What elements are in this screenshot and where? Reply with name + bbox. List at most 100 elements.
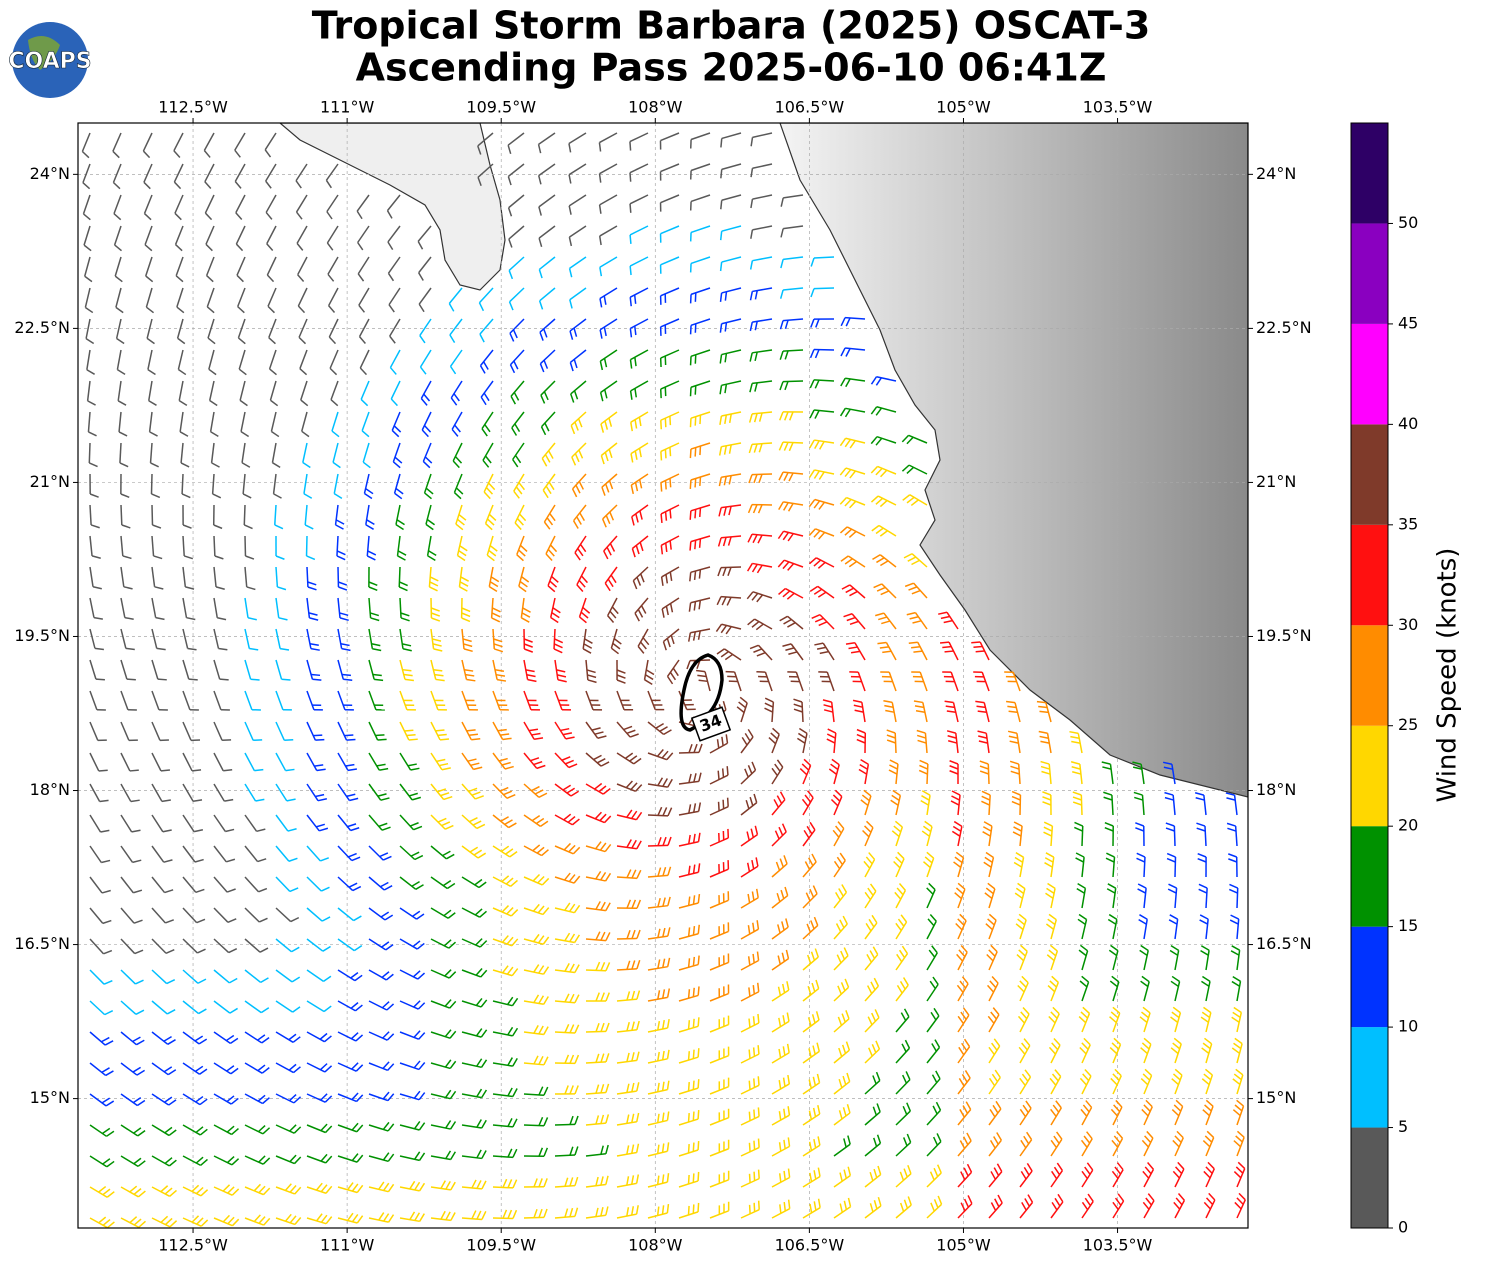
barb-flag (638, 479, 643, 489)
barb-flag (296, 242, 304, 251)
barb-flag (469, 846, 479, 853)
barb-flag (744, 732, 751, 742)
wind-barb (182, 1031, 208, 1045)
barb-staff (926, 1046, 941, 1064)
barb-flag (351, 856, 361, 862)
barb-staff (151, 1155, 170, 1167)
barb-flag (508, 301, 514, 311)
barb-flag (667, 927, 671, 937)
barb-staff (112, 132, 122, 152)
barb-flag (576, 516, 582, 525)
barb-flag (896, 953, 903, 963)
barb-flag (609, 543, 616, 552)
barb-flag (638, 416, 642, 427)
barb-flag (133, 1218, 142, 1226)
barb-staff (235, 194, 246, 214)
wind-barb (984, 882, 996, 909)
wind-barb (956, 976, 969, 1002)
barb-flag (541, 877, 550, 886)
wind-barb (616, 1082, 640, 1095)
wind-barb (89, 876, 111, 894)
barb-flag (379, 852, 389, 858)
wind-barb (833, 1072, 851, 1095)
barb-flag (421, 429, 429, 438)
barb-flag (782, 561, 790, 570)
wind-barb (585, 870, 612, 882)
barb-flag (1081, 1201, 1089, 1211)
barb-staff (721, 623, 742, 630)
barb-flag (661, 1020, 665, 1030)
barb-flag (417, 972, 426, 980)
wind-barb (368, 1000, 395, 1011)
wind-barb (368, 1121, 395, 1132)
barb-flag (329, 367, 338, 376)
wind-barb (877, 641, 897, 661)
barb-flag (751, 592, 759, 601)
wind-barb (448, 287, 463, 312)
barb-flag (413, 1090, 421, 1099)
barb-flag (669, 478, 672, 488)
wind-barb (388, 287, 401, 313)
barb-flag (780, 228, 784, 238)
wind-barb (585, 1206, 609, 1219)
barb-flag (716, 648, 725, 655)
barb-staff (1236, 950, 1241, 971)
barb-flag (258, 887, 268, 893)
barb-flag (568, 268, 573, 278)
wind-barb (244, 814, 266, 833)
barb-staff (213, 535, 216, 557)
barb-flag (328, 305, 336, 313)
barb-flag (504, 765, 514, 770)
barb-staff (143, 163, 153, 183)
barb-flag (1051, 1201, 1058, 1211)
barb-flag (830, 763, 839, 771)
barb-flag (225, 828, 235, 833)
barb-flag (631, 869, 637, 879)
barb-flag (603, 358, 608, 368)
wind-barb (430, 1120, 457, 1130)
wind-barb (1138, 914, 1148, 940)
barb-flag (378, 822, 388, 828)
wind-barb (1108, 944, 1119, 971)
barb-flag (955, 887, 964, 895)
barb-flag (687, 1082, 690, 1092)
wind-barb (949, 760, 959, 785)
barb-flag (959, 980, 967, 989)
wind-barb (275, 1093, 302, 1104)
wind-barb (629, 132, 649, 151)
barb-staff (479, 349, 494, 367)
barb-flag (1008, 710, 1018, 714)
wind-barb (719, 225, 742, 241)
x-tick-label: 106.5°W (775, 1236, 845, 1255)
wind-barb (398, 566, 408, 592)
barb-staff (328, 318, 339, 338)
wind-barb (1142, 1193, 1155, 1219)
barb-staff (568, 163, 587, 176)
wind-barb (1162, 761, 1176, 785)
barb-staff (585, 1030, 607, 1033)
wind-barb (688, 597, 711, 612)
barb-flag (813, 1170, 817, 1180)
barb-flag (1174, 1135, 1182, 1143)
wind-barb (719, 256, 742, 272)
barb-staff (629, 194, 649, 205)
barb-staff (151, 566, 156, 587)
barb-flag (332, 461, 341, 469)
barb-staff (113, 194, 122, 214)
wind-barb (151, 1155, 177, 1167)
barb-flag (162, 829, 172, 833)
wind-barb (86, 349, 95, 375)
barb-flag (150, 462, 159, 468)
wind-barb (988, 1100, 1002, 1126)
barb-flag (724, 414, 728, 425)
barb-staff (182, 1031, 200, 1045)
barb-flag (595, 1207, 599, 1217)
barb-staff (306, 845, 321, 862)
barb-flag (629, 172, 632, 182)
wind-barb (237, 287, 246, 314)
barb-flag (389, 367, 397, 375)
barb-staff (461, 1031, 482, 1038)
barb-flag (574, 1115, 579, 1125)
barb-staff (721, 163, 742, 171)
barb-staff (740, 1022, 760, 1033)
